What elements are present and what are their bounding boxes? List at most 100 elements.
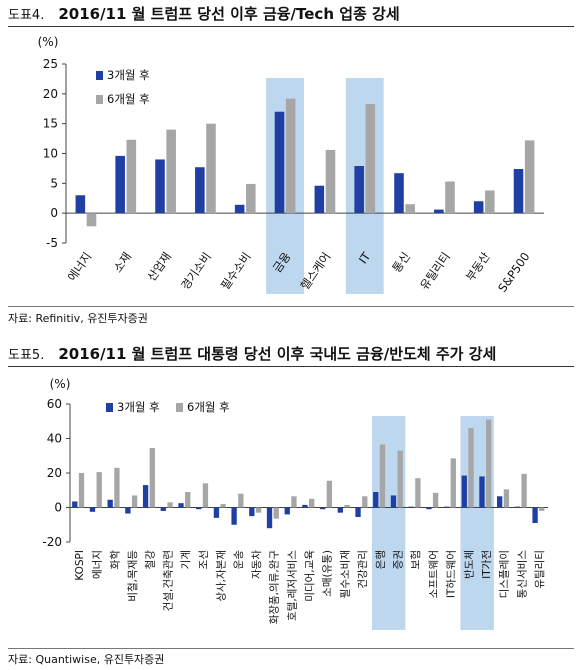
bar-series1 <box>213 507 220 518</box>
bar-series1 <box>160 507 166 511</box>
bar-series2 <box>114 467 120 508</box>
bar-series1 <box>461 475 467 508</box>
highlight-box <box>371 416 406 630</box>
y-tick-label: 25 <box>43 57 58 71</box>
x-category-label: 소프트웨어 <box>428 550 440 598</box>
highlight-box <box>345 78 384 294</box>
x-category-label: 반도체 <box>463 550 475 579</box>
x-category-label: 은행 <box>375 550 387 569</box>
x-category-label: IT가전 <box>481 550 493 579</box>
bar-series1 <box>314 185 325 214</box>
figure-number: 도표5. <box>8 348 45 363</box>
x-category-label: 필수소비재 <box>339 550 351 598</box>
x-category-label: 디스플레이 <box>499 550 511 598</box>
bar-series1 <box>319 507 326 510</box>
bar-series2 <box>521 473 527 508</box>
bar-series2 <box>238 493 244 508</box>
bar-series2 <box>325 149 336 214</box>
title-rule <box>8 26 574 27</box>
bar-series1 <box>115 155 125 214</box>
highlight-box <box>266 78 304 294</box>
x-category-label: 자동차 <box>251 550 263 579</box>
bar-series2 <box>220 504 226 508</box>
bar-series1 <box>532 507 538 524</box>
bar-series2 <box>285 98 296 214</box>
bar-series1 <box>196 507 202 510</box>
figure-title-text: 2016/11 월 트럼프 당선 이후 금융/Tech 업종 강세 <box>58 5 400 23</box>
x-category-label: 산업재 <box>144 250 174 284</box>
bar-series1 <box>513 169 524 214</box>
bar-series2 <box>405 204 415 214</box>
figure-title: 도표5. 2016/11 월 트럼프 대통령 당선 이후 국내도 금융/반도체 주… <box>8 343 496 364</box>
source-note: 자료: Quantiwise, 유진투자증권 <box>8 653 165 666</box>
x-category-label: 호텔,레저서비스 <box>286 550 298 621</box>
bar-series1 <box>274 111 285 214</box>
bar-series2 <box>365 103 376 214</box>
bar-series2 <box>126 139 137 214</box>
bar-series1 <box>443 506 450 508</box>
y-tick-label: 0 <box>54 501 62 515</box>
y-unit-label: (%) <box>50 377 71 391</box>
x-category-label: 보험 <box>410 550 422 569</box>
bar-series2 <box>206 123 216 214</box>
x-category-label: 부동산 <box>463 249 493 283</box>
y-tick-label: 10 <box>43 147 58 161</box>
bar-series1 <box>234 204 245 214</box>
bar-series1 <box>354 166 364 214</box>
bar-series1 <box>249 507 255 517</box>
bar-series2 <box>415 478 421 508</box>
y-tick-label: 0 <box>50 206 58 220</box>
y-tick-label: 40 <box>47 432 62 446</box>
x-category-label: 상사,자본재 <box>215 550 227 602</box>
bar-series1 <box>473 201 484 214</box>
bar-series1 <box>125 507 131 514</box>
x-category-label: 필수소비 <box>218 250 254 293</box>
bar-series2 <box>445 181 455 214</box>
bar-series2 <box>524 140 535 214</box>
bar-series2 <box>326 480 333 508</box>
figure-number: 도표4. <box>8 8 45 23</box>
legend-label: 6개월 후 <box>107 92 150 106</box>
x-category-label: 조선 <box>198 550 210 569</box>
bar-series2 <box>379 444 386 508</box>
bar-series1 <box>142 485 149 508</box>
bar-series1 <box>479 476 485 508</box>
bar-series2 <box>486 419 492 508</box>
y-tick-label: 60 <box>47 397 62 411</box>
x-category-label: 경기소비 <box>178 250 214 293</box>
bar-series2 <box>166 129 176 214</box>
bar-series1 <box>497 496 503 508</box>
bar-series2 <box>432 492 439 508</box>
bar-series2 <box>539 507 545 511</box>
x-category-label: 소재 <box>111 250 135 275</box>
bar-series2 <box>149 447 155 508</box>
x-category-label: IT하드웨어 <box>445 550 458 598</box>
x-category-label: 비철,목재등 <box>127 550 139 602</box>
bar-series1 <box>408 506 414 508</box>
title-rule <box>8 366 574 367</box>
bar-series1 <box>107 499 113 508</box>
bar-series2 <box>167 502 173 508</box>
figure-title-text: 2016/11 월 트럼프 대통령 당선 이후 국내도 금융/반도체 주가 강세 <box>58 345 497 363</box>
bar-series1 <box>337 507 343 513</box>
bar-series2 <box>309 498 315 508</box>
chart-figure-5: -20 0 20 40 60 (%) KOSPI 에너지 화학 비철,목재등 철강 건설,건축관련 기계… <box>42 377 548 630</box>
bar-series2 <box>202 483 209 508</box>
bar-series2 <box>86 213 97 227</box>
bar-series2 <box>96 472 102 508</box>
bar-series1 <box>355 507 361 517</box>
source-note: 자료: Refinitiv, 유진투자증권 <box>8 312 148 325</box>
bar-series1 <box>72 501 78 508</box>
x-category-label: 건설,건축관련 <box>162 550 174 611</box>
y-tick-label: 5 <box>50 176 58 190</box>
bar-series2 <box>362 496 368 508</box>
bar-series2 <box>450 458 456 508</box>
bar-series1 <box>266 507 273 529</box>
bar-series1 <box>373 491 379 508</box>
bar-series1 <box>284 507 290 515</box>
legend-label: 3개월 후 <box>107 68 150 82</box>
x-category-label: 증권 <box>393 550 405 569</box>
x-category-label: 소매(유통) <box>322 550 334 597</box>
x-category-label: 건강관리 <box>357 550 369 589</box>
